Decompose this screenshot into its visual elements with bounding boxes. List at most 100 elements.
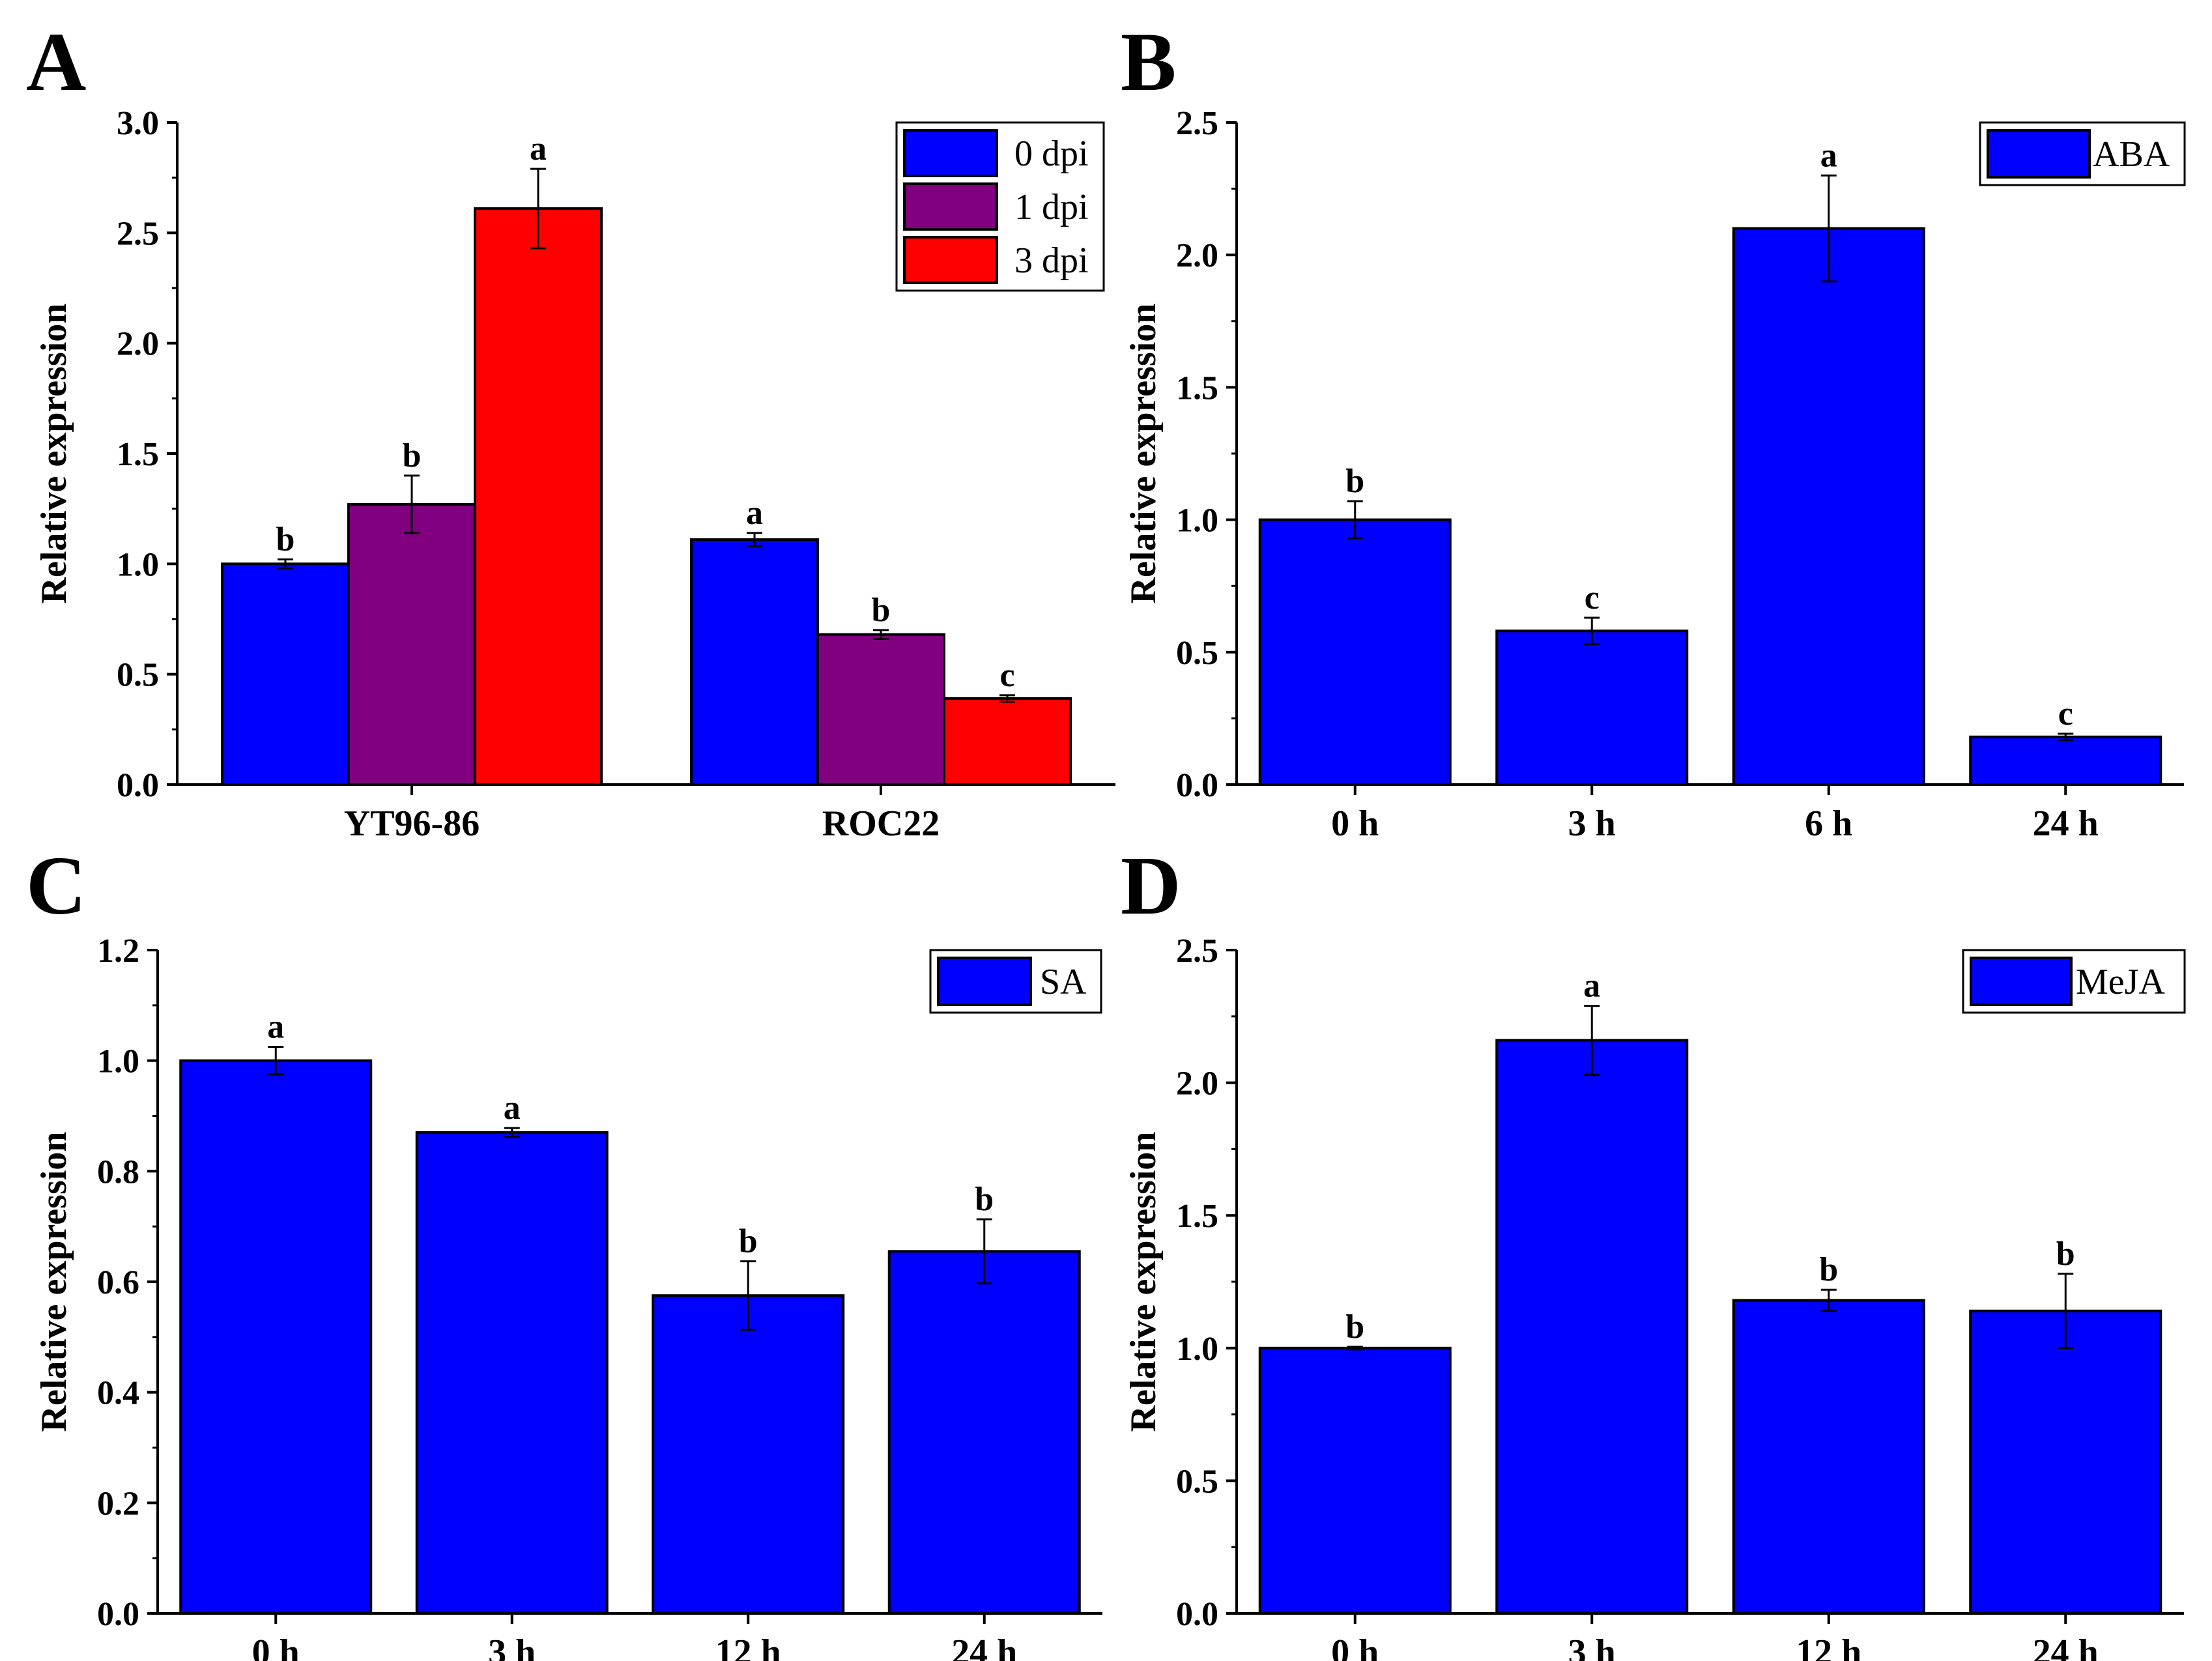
y-tick-label: 2.0 <box>1176 1065 1218 1103</box>
x-tick-label: 3 h <box>1568 803 1616 844</box>
y-tick-label: 0.2 <box>97 1485 139 1522</box>
legend-label: ABA <box>2093 134 2170 175</box>
x-tick-label: 3 h <box>488 1632 536 1661</box>
bar <box>415 1131 609 1615</box>
y-tick-label: 3.0 <box>117 105 159 142</box>
y-tick-label: 0.8 <box>97 1153 139 1191</box>
y-axis-title: Relative expression <box>34 1132 74 1432</box>
significance-label: a <box>1583 968 1600 1005</box>
y-tick-label: 2.5 <box>1176 105 1218 142</box>
y-tick-label: 1.0 <box>1176 1331 1218 1368</box>
significance-label: b <box>403 437 422 474</box>
significance-label: b <box>739 1223 758 1260</box>
y-tick-label: 0.0 <box>97 1596 139 1633</box>
significance-label: b <box>1345 463 1364 500</box>
legend-label: SA <box>1040 962 1087 1002</box>
bar <box>1969 1309 2162 1615</box>
y-tick-label: 1.0 <box>97 1043 139 1080</box>
y-tick-label: 0.5 <box>1176 1463 1218 1500</box>
panel-c: Ca a b b 0.0 0.2 0.4 0.6 0.8 1.0 1.2 0 h 3 h 12 h 24 h… <box>26 839 1102 1661</box>
legend-swatch <box>1987 129 2091 179</box>
significance-label: b <box>2056 1235 2075 1273</box>
y-tick-label: 2.5 <box>1176 932 1218 970</box>
significance-label: b <box>1819 1251 1838 1288</box>
x-tick-label: 0 h <box>1331 803 1379 844</box>
y-tick-label: 1.0 <box>117 546 159 583</box>
bar <box>1732 1299 1925 1615</box>
y-tick-label: 1.5 <box>1176 369 1218 407</box>
bar <box>652 1294 845 1615</box>
x-tick-label: 24 h <box>2033 803 2099 844</box>
y-tick-label: 1.0 <box>1176 502 1218 540</box>
legend: SA <box>929 949 1102 1014</box>
panel-a: Ab a b b a c 0.0 0.5 1.0 1.5 2.0 2.5 3.0 YT96-86 ROC22… <box>26 16 1115 844</box>
legend: 0 dpi 1 dpi 3 dpi <box>895 121 1105 292</box>
legend-swatch <box>903 129 998 177</box>
legend: MeJA <box>1962 949 2186 1014</box>
significance-label: b <box>975 1181 994 1218</box>
x-tick-label: 12 h <box>1796 1632 1861 1661</box>
bar <box>1732 227 1925 786</box>
bar <box>179 1059 373 1615</box>
y-tick-label: 2.0 <box>1176 237 1218 274</box>
legend-swatch <box>937 957 1032 1006</box>
x-tick-label: 24 h <box>951 1632 1017 1661</box>
y-tick-label: 0.0 <box>117 767 159 804</box>
panel-letter: C <box>26 839 86 932</box>
y-axis-title: Relative expression <box>1123 1132 1164 1432</box>
legend-label: 3 dpi <box>1014 240 1089 281</box>
legend-swatch <box>903 182 998 231</box>
bar <box>690 538 819 787</box>
bar <box>1969 735 2162 787</box>
bar <box>474 207 603 786</box>
panel-letter: D <box>1121 839 1181 932</box>
x-tick-label: 6 h <box>1805 803 1852 844</box>
y-tick-label: 1.2 <box>97 932 139 970</box>
significance-label: c <box>2058 695 2073 732</box>
panel-letter: B <box>1121 16 1176 108</box>
y-tick-label: 0.5 <box>117 657 159 694</box>
x-tick-label: 24 h <box>2033 1632 2099 1661</box>
y-tick-label: 0.5 <box>1176 635 1218 672</box>
significance-label: a <box>746 495 763 532</box>
x-tick-label: YT96-86 <box>344 803 480 844</box>
y-axis-title: Relative expression <box>34 304 74 604</box>
bar <box>1495 629 1689 787</box>
significance-label: c <box>1585 579 1600 616</box>
y-tick-label: 1.5 <box>117 436 159 473</box>
y-tick-label: 0.4 <box>97 1375 139 1412</box>
significance-label: b <box>276 521 295 558</box>
bar <box>1258 1346 1452 1615</box>
y-tick-label: 0.0 <box>1176 1596 1218 1633</box>
bar <box>887 1250 1081 1615</box>
bar <box>1258 518 1452 786</box>
y-tick-label: 0.6 <box>97 1264 139 1301</box>
significance-label: a <box>504 1090 521 1127</box>
bar <box>221 562 350 786</box>
x-tick-label: 12 h <box>715 1632 781 1661</box>
panel-letter: A <box>26 16 86 108</box>
bar <box>816 633 945 786</box>
y-axis-title: Relative expression <box>1123 304 1164 604</box>
legend: ABA <box>1979 121 2186 186</box>
y-tick-label: 0.0 <box>1176 767 1218 804</box>
x-tick-label: 3 h <box>1568 1632 1616 1661</box>
legend-label: 0 dpi <box>1014 134 1089 174</box>
significance-label: a <box>530 130 547 167</box>
y-tick-label: 1.5 <box>1176 1198 1218 1235</box>
legend-label: MeJA <box>2076 962 2165 1002</box>
legend-swatch <box>1970 957 2073 1006</box>
significance-label: a <box>1820 137 1837 174</box>
significance-label: c <box>999 657 1014 694</box>
panel-b: Bb c a c 0.0 0.5 1.0 1.5 2.0 2.5 0 h 3 h 6 h 24 h Rela… <box>1121 16 2186 844</box>
panel-d: Db a b b 0.0 0.5 1.0 1.5 2.0 2.5 0 h 3 h 12 h 24 h Rel… <box>1121 839 2186 1661</box>
significance-label: b <box>1345 1308 1364 1346</box>
y-tick-label: 2.5 <box>117 215 159 252</box>
significance-label: a <box>267 1008 284 1045</box>
bar <box>1495 1039 1689 1615</box>
significance-label: b <box>872 592 891 629</box>
x-tick-label: ROC22 <box>822 803 940 844</box>
legend-swatch <box>903 236 998 284</box>
legend-label: 1 dpi <box>1014 187 1089 227</box>
